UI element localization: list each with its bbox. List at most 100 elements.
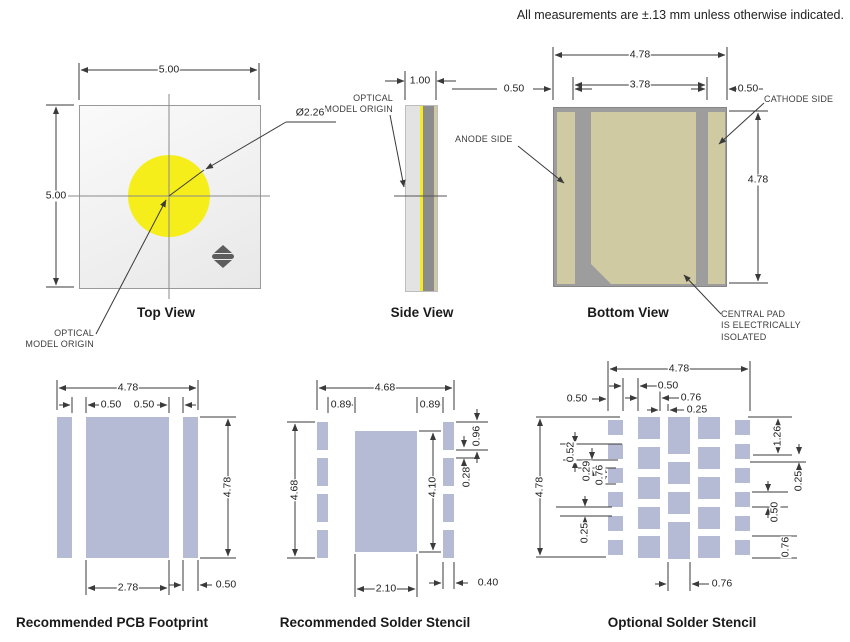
side-layer-phosphor [420,106,423,291]
stencil-aperture [443,494,454,522]
stencil-aperture [317,494,328,522]
stencil-aperture [735,540,750,555]
stencil-aperture [317,458,328,486]
stencil-aperture [698,536,720,558]
stencil-aperture [735,420,750,435]
side-layer-substrate [406,106,420,291]
side-view-title: Side View [390,305,454,320]
origin-label-line2: MODEL ORIGIN [324,104,393,115]
bottom-view-title: Bottom View [587,305,669,320]
dim-optional-dim-gap2: 0.25 [685,403,709,416]
stencil-aperture [638,417,660,439]
stencil-aperture [698,447,720,469]
anode-pad [557,112,575,284]
side-view-package-body [405,105,438,292]
dim-bottom-view-dim-pad-right: 0.50 [736,82,760,95]
dim-stencil-dim-center-w: 2.10 [374,582,398,595]
side-layer-pad [434,106,437,291]
dim-optional-dim-l4: 0.25 [578,521,591,545]
stencil-aperture [698,477,720,499]
dim-optional-dim-col2: 0.76 [679,391,703,404]
stencil-aperture [443,458,454,486]
stencil-aperture [57,417,72,558]
stencil-aperture [608,516,623,531]
dim-optional-dim-l1: 0.52 [564,440,577,464]
anode-side-label: ANODE SIDE [455,134,513,144]
tolerance-note: All measurements are ±.13 mm unless othe… [516,8,844,22]
bottom-view-package-body [553,107,727,287]
stencil-aperture [638,477,660,499]
stencil-aperture [668,417,690,454]
dim-optional-dim-gap1: 0.50 [656,379,680,392]
stencil-aperture [668,522,690,559]
dim-optional-dim-l2: 0.29 [580,459,593,483]
dim-optional-dim-height: 4.78 [533,475,546,499]
stencil-aperture [608,540,623,555]
dim-optional-dim-r4: 0.76 [779,535,792,559]
footprint-title: Recommended PCB Footprint [15,615,209,630]
stencil-aperture [735,468,750,483]
dim-optional-dim-r1: 1.26 [771,424,784,448]
dim-top-view-dim-left: 5.00 [44,189,68,202]
dim-bottom-view-dim-top: 4.78 [628,48,652,61]
dim-side-view-dim-top: 1.00 [408,74,432,87]
stencil-aperture [355,431,417,552]
cathode-pad [708,112,725,284]
dim-top-view-dim-circle: Ø2.26 [294,106,326,119]
dim-optional-dim-r2: 0.25 [792,469,805,493]
central-pad [591,112,696,284]
dim-footprint-dim-top: 4.78 [116,381,140,394]
central-pad-label-line1: CENTRAL PAD [721,309,786,319]
dim-stencil-dim-gap-right: 0.89 [418,398,442,411]
polarity-up-triangle [214,245,232,253]
polarity-down-triangle [214,260,232,268]
dim-bottom-view-dim-inner: 3.78 [628,78,652,91]
stencil-aperture [443,422,454,450]
stencil-aperture [698,507,720,529]
dim-footprint-dim-gap-right: 0.50 [132,398,156,411]
stencil-aperture [735,516,750,531]
stencil-aperture [317,530,328,558]
dim-footprint-dim-center: 2.78 [116,581,140,594]
central-pad-label: CENTRAL PAD IS ELECTRICALLY ISOLATED [721,309,801,343]
dim-optional-dim-r3: 0.50 [768,500,781,524]
central-pad-label-line2: IS ELECTRICALLY [721,320,801,331]
origin-label-line2: MODEL ORIGIN [25,339,94,350]
cathode-side-label: CATHODE SIDE [764,94,834,104]
stencil-aperture [698,417,720,439]
origin-label-line1: OPTICAL [54,328,94,338]
stencil-aperture [183,417,198,558]
dim-stencil-dim-height: 4.68 [288,478,301,502]
stencil-aperture [317,422,328,450]
dim-footprint-dim-pad: 0.50 [214,578,238,591]
dim-stencil-dim-center-h: 4.10 [426,475,439,499]
stencil-aperture [638,447,660,469]
dim-bottom-view-dim-pad-left: 0.50 [502,82,526,95]
dim-bottom-view-dim-height: 4.78 [746,173,770,186]
top-view-title: Top View [136,305,196,320]
central-pad-label-line3: ISOLATED [721,331,767,342]
top-view-origin-label: OPTICAL MODEL ORIGIN [2,328,94,351]
stencil-title: Recommended Solder Stencil [279,615,471,630]
origin-label-line1: OPTICAL [353,93,393,103]
dim-top-view-dim-top: 5.00 [157,63,181,76]
dim-stencil-dim-sq-w: 0.40 [476,576,500,589]
stencil-aperture [608,492,623,507]
side-view-origin-label: OPTICAL MODEL ORIGIN [316,93,393,116]
dim-footprint-dim-height: 4.78 [221,475,234,499]
stencil-aperture [86,417,169,558]
optional-stencil-title: Optional Solder Stencil [607,615,757,630]
polarity-bar [212,254,234,259]
dim-stencil-dim-sq-gap: 0.28 [460,465,473,489]
dim-stencil-dim-gap-left: 0.89 [329,398,353,411]
stencil-aperture [735,492,750,507]
dim-optional-dim-col1: 0.50 [565,392,589,405]
stencil-aperture [638,507,660,529]
stencil-aperture [668,492,690,514]
stencil-aperture [608,468,623,483]
dim-stencil-dim-sq-h: 0.96 [470,424,483,448]
stencil-aperture [608,420,623,435]
dim-optional-dim-top: 4.78 [667,362,691,375]
stencil-aperture [668,462,690,484]
